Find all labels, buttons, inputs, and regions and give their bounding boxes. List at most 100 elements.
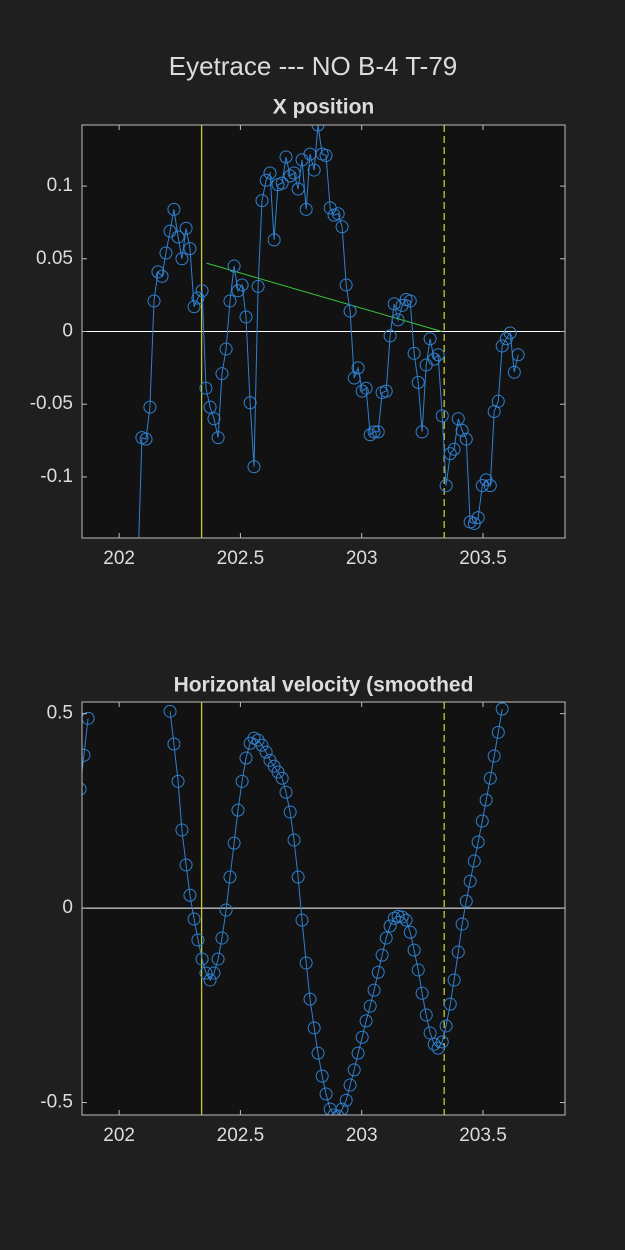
- axes-title: Horizontal velocity (smoothed: [174, 674, 474, 697]
- data-marker: [187, 300, 201, 314]
- data-marker: [183, 888, 197, 902]
- data-marker: [287, 833, 301, 847]
- data-marker: [495, 339, 509, 353]
- data-marker: [491, 394, 505, 408]
- data-marker: [163, 704, 177, 718]
- data-marker: [423, 332, 437, 346]
- y-tick-label: 0.1: [47, 175, 73, 196]
- data-marker: [195, 284, 209, 298]
- data-marker: [511, 348, 525, 362]
- data-marker: [435, 409, 449, 423]
- data-marker: [403, 925, 417, 939]
- data-marker: [367, 983, 381, 997]
- data-marker: [223, 870, 237, 884]
- plot-layer: [82, 702, 565, 1115]
- data-marker: [251, 733, 265, 747]
- data-marker: [343, 304, 357, 318]
- figure-title: Eyetrace --- NO B-4 T-79: [169, 51, 458, 81]
- data-marker: [215, 931, 229, 945]
- y-tick-label: 0.05: [36, 248, 73, 269]
- data-marker: [167, 202, 181, 216]
- data-marker: [311, 125, 325, 132]
- data-marker: [451, 412, 465, 426]
- data-marker: [439, 479, 453, 493]
- data-marker: [199, 381, 213, 395]
- y-tick-label: -0.05: [30, 393, 73, 414]
- data-marker: [455, 423, 469, 437]
- data-marker: [423, 1026, 437, 1040]
- data-marker: [143, 400, 157, 414]
- data-marker: [203, 400, 217, 414]
- data-marker: [319, 149, 333, 163]
- data-marker: [351, 361, 365, 375]
- data-marker: [363, 999, 377, 1013]
- data-marker: [207, 966, 221, 980]
- data-marker: [203, 973, 217, 987]
- data-marker: [415, 986, 429, 1000]
- plot-layer: [82, 125, 565, 538]
- data-marker: [375, 948, 389, 962]
- x-tick-label: 203: [346, 1125, 378, 1146]
- data-marker: [82, 782, 87, 796]
- data-marker: [403, 294, 417, 308]
- data-marker: [267, 233, 281, 247]
- data-marker: [463, 874, 477, 888]
- data-marker: [279, 150, 293, 164]
- x-tick-label: 203.5: [459, 1125, 507, 1146]
- data-marker: [443, 997, 457, 1011]
- data-marker: [355, 384, 369, 398]
- data-marker: [427, 1037, 441, 1051]
- data-marker: [235, 774, 249, 788]
- data-marker: [411, 963, 425, 977]
- data-marker: [479, 793, 493, 807]
- data-marker: [211, 431, 225, 445]
- data-marker: [227, 836, 241, 850]
- data-marker: [179, 858, 193, 872]
- data-marker: [279, 785, 293, 799]
- data-marker: [331, 1109, 345, 1115]
- data-marker: [171, 230, 185, 244]
- data-marker: [371, 965, 385, 979]
- y-tick-label: -0.5: [40, 1092, 73, 1113]
- fit-line: [206, 262, 442, 332]
- data-marker: [259, 745, 273, 759]
- data-marker: [459, 894, 473, 908]
- data-marker: [327, 1108, 341, 1115]
- data-marker: [339, 1093, 353, 1107]
- data-marker: [251, 279, 265, 293]
- data-marker: [451, 945, 465, 959]
- data-marker: [167, 737, 181, 751]
- data-marker: [179, 221, 193, 235]
- data-marker: [191, 933, 205, 947]
- data-marker: [395, 910, 409, 924]
- data-marker: [391, 313, 405, 327]
- data-marker: [263, 166, 277, 180]
- data-marker: [243, 396, 257, 410]
- data-marker: [471, 511, 485, 525]
- data-marker: [231, 803, 245, 817]
- data-marker: [287, 166, 301, 180]
- data-marker: [351, 1046, 365, 1060]
- y-tick-label: -0.1: [40, 466, 73, 487]
- data-marker: [447, 442, 461, 456]
- data-marker: [307, 163, 321, 177]
- data-marker: [223, 294, 237, 308]
- data-marker: [411, 375, 425, 389]
- data-marker: [331, 207, 345, 221]
- data-marker: [335, 220, 349, 234]
- data-marker: [291, 870, 305, 884]
- data-marker: [387, 297, 401, 311]
- data-marker: [407, 346, 421, 360]
- data-marker: [219, 903, 233, 917]
- data-marker: [431, 348, 445, 362]
- data-marker: [155, 269, 169, 283]
- x-tick-label: 203: [346, 548, 378, 569]
- data-marker: [195, 952, 209, 966]
- data-marker: [239, 310, 253, 324]
- data-marker: [283, 169, 297, 183]
- data-marker: [379, 384, 393, 398]
- data-marker: [359, 1014, 373, 1028]
- data-marker: [82, 748, 91, 762]
- data-marker: [295, 913, 309, 927]
